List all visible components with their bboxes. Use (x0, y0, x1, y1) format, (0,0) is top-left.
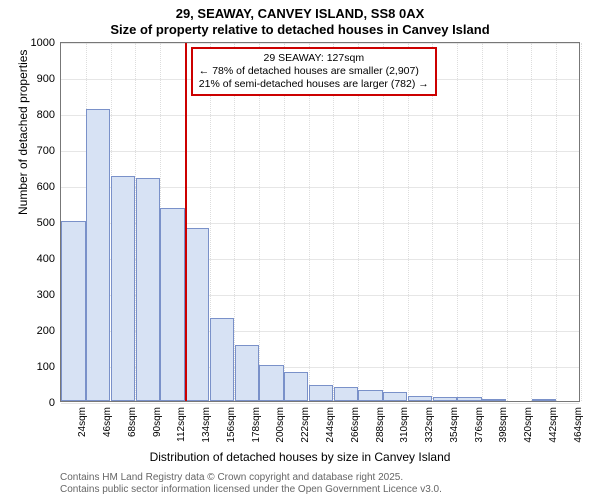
x-tick-label: 244sqm (325, 407, 336, 443)
histogram-bar (259, 365, 283, 401)
y-tick-label: 100 (37, 361, 55, 373)
y-tick-label: 0 (49, 397, 55, 409)
x-tick-label: 134sqm (201, 407, 212, 443)
x-tick-label: 376sqm (474, 407, 485, 443)
grid-line-v (408, 43, 409, 401)
x-tick-label: 332sqm (424, 407, 435, 443)
callout-line3: 21% of semi-detached houses are larger (… (199, 78, 429, 91)
grid-line-v (259, 43, 260, 401)
y-tick-label: 200 (37, 325, 55, 337)
callout-line2: ← 78% of detached houses are smaller (2,… (199, 65, 429, 78)
grid-line-v (358, 43, 359, 401)
x-tick-label: 288sqm (375, 407, 386, 443)
histogram-bar (408, 396, 432, 401)
histogram-bar (383, 392, 407, 401)
x-tick-label: 222sqm (300, 407, 311, 443)
y-tick-label: 900 (37, 73, 55, 85)
grid-line-v (581, 43, 582, 401)
x-tick-label: 46sqm (102, 407, 113, 437)
y-axis-label: Number of detached properties (16, 50, 30, 215)
histogram-bar (334, 387, 358, 401)
x-tick-label: 24sqm (77, 407, 88, 437)
footer-line2: Contains public sector information licen… (60, 484, 442, 495)
histogram-bar (86, 109, 110, 401)
y-axis-label-text: Number of detached properties (16, 50, 30, 215)
histogram-bar (284, 372, 308, 401)
grid-line-v (457, 43, 458, 401)
x-tick-label: 68sqm (127, 407, 138, 437)
histogram-bar (235, 345, 259, 401)
histogram-bar (457, 397, 481, 401)
reference-line (185, 43, 187, 401)
grid-line-h (61, 43, 579, 44)
histogram-bar (309, 385, 333, 401)
x-tick-label: 266sqm (350, 407, 361, 443)
y-tick-label: 700 (37, 145, 55, 157)
x-tick-label: 354sqm (449, 407, 460, 443)
histogram-bar (482, 399, 506, 401)
grid-line-v (432, 43, 433, 401)
chart-title-line1: 29, SEAWAY, CANVEY ISLAND, SS8 0AX (0, 6, 600, 21)
histogram-bar (433, 397, 457, 401)
grid-line-h (61, 151, 579, 152)
x-tick-label: 156sqm (226, 407, 237, 443)
grid-line-v (333, 43, 334, 401)
grid-line-v (482, 43, 483, 401)
x-tick-label: 112sqm (176, 407, 187, 442)
histogram-bar (185, 228, 209, 401)
grid-line-h (61, 403, 579, 404)
callout-box: 29 SEAWAY: 127sqm← 78% of detached house… (191, 47, 437, 96)
chart-title-line2: Size of property relative to detached ho… (0, 22, 600, 37)
callout-line1: 29 SEAWAY: 127sqm (199, 52, 429, 65)
x-tick-label: 398sqm (498, 407, 509, 443)
figure: 29, SEAWAY, CANVEY ISLAND, SS8 0AX Size … (0, 0, 600, 500)
x-tick-label: 90sqm (152, 407, 163, 437)
x-tick-label: 200sqm (275, 407, 286, 443)
histogram-bar (136, 178, 160, 401)
y-tick-label: 400 (37, 253, 55, 265)
y-tick-label: 500 (37, 217, 55, 229)
histogram-bar (532, 399, 556, 401)
x-tick-label: 442sqm (548, 407, 559, 443)
histogram-bar (358, 390, 382, 401)
x-tick-label: 420sqm (523, 407, 534, 443)
grid-line-v (507, 43, 508, 401)
x-tick-label: 178sqm (251, 407, 262, 443)
y-tick-label: 600 (37, 181, 55, 193)
x-axis-label: Distribution of detached houses by size … (0, 450, 600, 464)
histogram-bar (160, 208, 184, 401)
x-tick-label: 310sqm (399, 407, 410, 443)
footer-line1: Contains HM Land Registry data © Crown c… (60, 472, 403, 483)
histogram-bar (210, 318, 234, 401)
plot-area: 0100200300400500600700800900100024sqm46s… (60, 42, 580, 402)
grid-line-v (284, 43, 285, 401)
grid-line-v (309, 43, 310, 401)
grid-line-v (556, 43, 557, 401)
grid-line-v (383, 43, 384, 401)
y-tick-label: 300 (37, 289, 55, 301)
y-tick-label: 800 (37, 109, 55, 121)
y-tick-label: 1000 (31, 37, 55, 49)
histogram-bar (61, 221, 85, 401)
x-tick-label: 464sqm (573, 407, 584, 443)
grid-line-v (531, 43, 532, 401)
grid-line-h (61, 115, 579, 116)
histogram-bar (111, 176, 135, 401)
